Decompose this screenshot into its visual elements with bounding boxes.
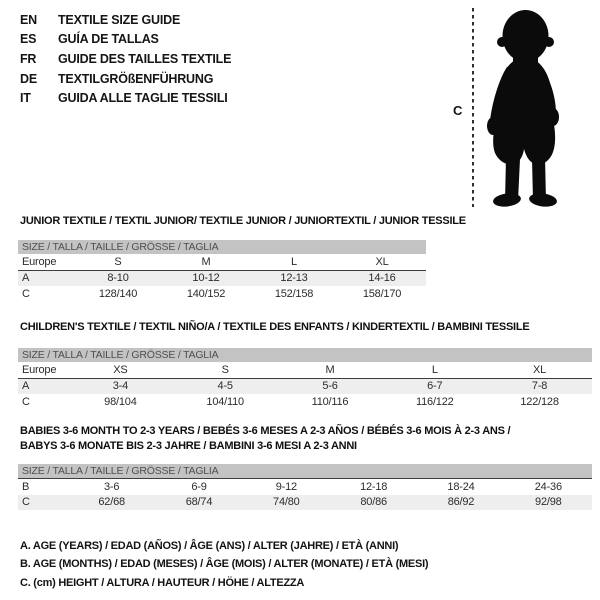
height-measure-dotted-line: [472, 8, 474, 207]
lang-row-it: IT GUIDA ALLE TAGLIE TESSILI: [20, 88, 231, 108]
children-row-a: A 3-4 4-5 5-6 6-7 7-8: [18, 377, 592, 394]
value-cell: 116/122: [416, 395, 454, 408]
lang-code: DE: [20, 71, 37, 86]
row-label: Europe: [22, 255, 57, 268]
lang-code: FR: [20, 51, 37, 66]
babies-section-title-line2: BABYS 3-6 MONATE BIS 2-3 JAHRE / BAMBINI…: [20, 440, 357, 452]
lang-code: EN: [20, 12, 37, 27]
size-cell: L: [431, 363, 438, 376]
children-size-table: SIZE / TALLA / TAILLE / GRÖSSE / TAGLIA …: [18, 348, 592, 410]
value-cell: 7-8: [531, 380, 548, 393]
value-cell: 12-13: [280, 272, 308, 285]
junior-row-c: C 128/140 140/152 152/158 158/170: [18, 286, 426, 302]
value-cell: 9-12: [275, 480, 297, 493]
value-cell: 4-5: [217, 380, 234, 393]
babies-size-table: SIZE / TALLA / TAILLE / GRÖSSE / TAGLIA …: [18, 464, 592, 510]
value-cell: 12-18: [360, 480, 388, 493]
babies-row-c: C 62/68 68/74 74/80 80/86 86/92 92/98: [18, 494, 592, 510]
row-label: C: [22, 287, 30, 300]
junior-row-a: A 8-10 10-12 12-13 14-16: [18, 269, 426, 286]
lang-code: ES: [20, 32, 37, 47]
value-cell: 122/128: [520, 395, 559, 408]
value-cell: 92/98: [535, 496, 562, 509]
lang-title: GUIDE DES TAILLES TEXTILE: [58, 51, 232, 66]
value-cell: 62/68: [98, 496, 125, 509]
legend-notes: A. AGE (YEARS) / EDAD (AÑOS) / ÂGE (ANS)…: [20, 537, 429, 592]
lang-title: TEXTILE SIZE GUIDE: [58, 12, 181, 27]
value-cell: 3-4: [112, 380, 129, 393]
value-cell: 8-10: [107, 272, 129, 285]
size-cell: XL: [375, 255, 389, 268]
row-label: C: [22, 496, 30, 509]
lang-row-en: EN TEXTILE SIZE GUIDE: [20, 10, 231, 30]
value-cell: 128/140: [98, 287, 138, 300]
lang-title: GUIDA ALLE TAGLIE TESSILI: [58, 91, 228, 106]
value-cell: 80/86: [360, 496, 387, 509]
size-cell: XL: [533, 363, 547, 376]
junior-row-europe: Europe S M L XL: [18, 254, 426, 270]
language-title-list: EN TEXTILE SIZE GUIDE ES GUÍA DE TALLAS …: [20, 10, 231, 108]
value-cell: 110/116: [311, 395, 349, 408]
value-cell: 6-9: [191, 480, 207, 493]
value-cell: 74/80: [273, 496, 300, 509]
lang-row-fr: FR GUIDE DES TAILLES TEXTILE: [20, 49, 231, 69]
size-cell: M: [201, 255, 211, 268]
note-c: C. (cm) HEIGHT / ALTURA / HAUTEUR / HÖHE…: [20, 576, 305, 589]
value-cell: 6-7: [427, 380, 443, 393]
size-cell: L: [291, 255, 297, 268]
value-cell: 10-12: [192, 272, 220, 285]
note-a: A. AGE (YEARS) / EDAD (AÑOS) / ÂGE (ANS)…: [20, 540, 399, 553]
junior-size-table: SIZE / TALLA / TAILLE / GRÖSSE / TAGLIA …: [18, 240, 426, 302]
value-cell: 140/152: [186, 287, 226, 300]
babies-row-b: B 3-6 6-9 9-12 12-18 18-24 24-36: [18, 478, 592, 495]
children-size-header: SIZE / TALLA / TAILLE / GRÖSSE / TAGLIA: [18, 348, 592, 362]
junior-section-title: JUNIOR TEXTILE / TEXTIL JUNIOR/ TEXTILE …: [20, 215, 466, 227]
children-row-c: C 98/104 104/110 110/116 116/122 122/128: [18, 394, 592, 410]
row-label: Europe: [22, 363, 57, 376]
value-cell: 14-16: [368, 272, 396, 285]
size-cell: S: [221, 363, 229, 376]
row-label: A: [22, 380, 30, 393]
lang-row-de: DE TEXTILGRÖßENFÜHRUNG: [20, 69, 231, 89]
junior-size-header: SIZE / TALLA / TAILLE / GRÖSSE / TAGLIA: [18, 240, 426, 254]
row-label: B: [22, 480, 30, 493]
lang-code: IT: [20, 91, 31, 106]
note-b: B. AGE (MONTHS) / EDAD (MESES) / ÂGE (MO…: [20, 558, 429, 571]
value-cell: 3-6: [104, 480, 120, 493]
value-cell: 5-6: [322, 380, 338, 393]
value-cell: 68/74: [185, 496, 213, 509]
value-cell: 98/104: [104, 395, 137, 408]
children-section-title: CHILDREN'S TEXTILE / TEXTIL NIÑO/A / TEX…: [20, 321, 530, 333]
size-cell: M: [325, 363, 335, 376]
row-label: A: [22, 272, 30, 285]
value-cell: 18-24: [447, 480, 475, 493]
lang-row-es: ES GUÍA DE TALLAS: [20, 30, 231, 50]
size-cell: XS: [113, 363, 128, 376]
row-label: C: [22, 395, 30, 408]
value-cell: 152/158: [274, 287, 314, 300]
value-cell: 158/170: [362, 287, 402, 300]
value-cell: 24-36: [534, 480, 562, 493]
size-cell: S: [114, 255, 122, 268]
toddler-silhouette-icon: [487, 10, 559, 207]
lang-title: GUÍA DE TALLAS: [58, 32, 159, 47]
babies-size-header: SIZE / TALLA / TAILLE / GRÖSSE / TAGLIA: [18, 464, 592, 478]
value-cell: 86/92: [447, 496, 475, 509]
height-c-label: C: [453, 103, 463, 118]
babies-section-title-line1: BABIES 3-6 MONTH TO 2-3 YEARS / BEBÉS 3-…: [20, 425, 511, 437]
value-cell: 104/110: [206, 395, 244, 408]
lang-title: TEXTILGRÖßENFÜHRUNG: [58, 71, 214, 86]
children-row-europe: Europe XS S M L XL: [18, 362, 592, 378]
